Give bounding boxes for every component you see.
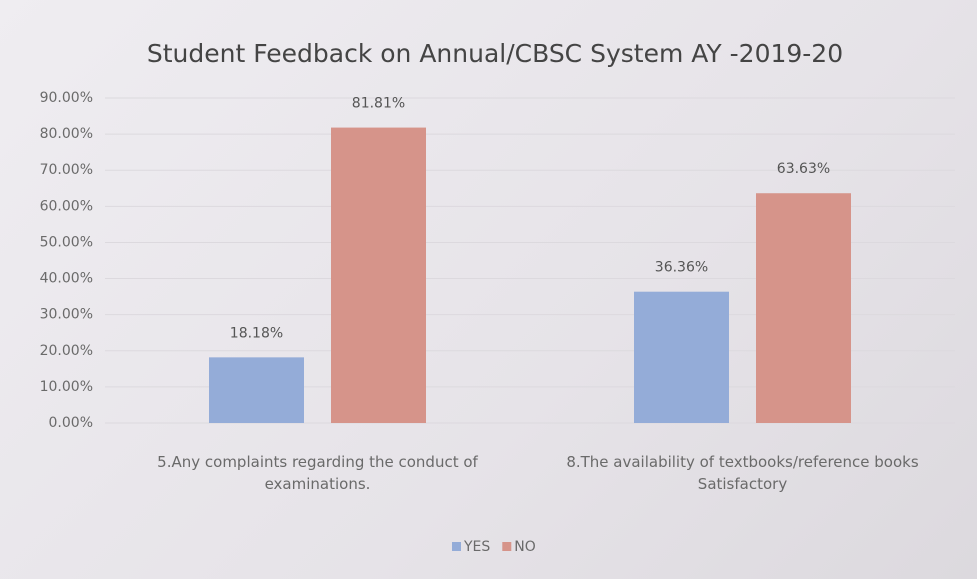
y-tick-label: 30.00% bbox=[40, 307, 93, 323]
data-label: 81.81% bbox=[352, 96, 405, 112]
bar bbox=[756, 193, 851, 423]
legend-label: YES bbox=[463, 539, 490, 555]
legend-swatch bbox=[452, 542, 461, 551]
legend-label: NO bbox=[514, 539, 536, 555]
data-label: 36.36% bbox=[655, 260, 708, 276]
y-tick-label: 90.00% bbox=[40, 90, 93, 106]
y-tick-label: 10.00% bbox=[40, 379, 93, 395]
data-label: 18.18% bbox=[230, 325, 283, 341]
y-tick-label: 20.00% bbox=[40, 343, 93, 359]
x-tick-label: 8.The availability of textbooks/referenc… bbox=[566, 453, 919, 493]
y-tick-label: 50.00% bbox=[40, 234, 93, 250]
x-tick-label: 5.Any complaints regarding the conduct o… bbox=[157, 453, 478, 493]
y-tick-label: 80.00% bbox=[40, 126, 93, 142]
y-tick-label: 70.00% bbox=[40, 162, 93, 178]
y-tick-label: 0.00% bbox=[49, 415, 93, 431]
bar bbox=[209, 357, 304, 423]
bar bbox=[331, 127, 426, 423]
y-tick-label: 40.00% bbox=[40, 271, 93, 287]
legend-swatch bbox=[502, 542, 512, 551]
chart-title: Student Feedback on Annual/CBSC System A… bbox=[147, 39, 843, 68]
y-tick-label: 60.00% bbox=[40, 198, 93, 214]
data-label: 63.63% bbox=[777, 161, 830, 177]
bar bbox=[634, 291, 729, 423]
